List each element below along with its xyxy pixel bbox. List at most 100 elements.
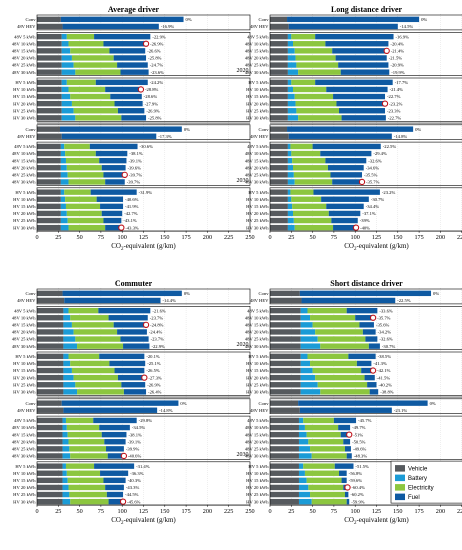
row-label: 48V 10 kWh [12, 425, 36, 430]
row-label: 48V 15 kWh [245, 322, 269, 327]
bar-segment-vehicle [270, 446, 299, 452]
bar-segment-battery [287, 143, 291, 150]
change-label: -56.8% [349, 471, 363, 476]
bar-segment-electricity [317, 382, 368, 388]
row-label: 48V 25 kWh [12, 172, 36, 177]
row-label: 48V 20 kWh [12, 56, 36, 61]
bar-segment-battery [61, 108, 74, 114]
bar-segment-fuel [365, 336, 378, 342]
bar-segment-fuel [362, 329, 376, 335]
bar-row: HV 25 kWh -40.2% [246, 382, 392, 388]
section-2020: Conv 0% 48V HEV -14.5% 48V 5 kWh -16.9% 48V 10… [245, 14, 462, 124]
bar-segment-electricity [71, 322, 114, 328]
bar-segment-vehicle [270, 179, 288, 185]
bar-segment-fuel [288, 133, 392, 139]
bar-segment-electricity [67, 431, 102, 438]
bar-segment-battery [298, 463, 304, 469]
row-label: HV 10 kWh [13, 471, 36, 476]
bar-segment-electricity [67, 217, 104, 224]
bar-segment-battery [298, 453, 312, 459]
bar-row: HV 25 kWh -23.3% [246, 108, 401, 114]
bar-row: HV 10 kWh -36.3% [13, 470, 144, 476]
change-label: -35.5% [364, 172, 378, 177]
row-label: HV 30 kWh [246, 225, 269, 230]
section-2020: Conv 0% 48V HEV -14.4% 48V 5 kWh -21.6% 48V 10… [12, 288, 251, 398]
bar-segment-electricity [292, 203, 327, 210]
row-label: HV 5 kWh [15, 80, 36, 85]
row-label: HV 20 kWh [246, 211, 269, 216]
row-label: 48V 25 kWh [245, 337, 269, 342]
change-label: -14.4% [163, 298, 177, 303]
year-label: 2020 [237, 342, 249, 348]
bar-row: HV 5 kWh -24.2% [15, 79, 163, 86]
bar-segment-electricity [70, 453, 108, 459]
bar-segment-fuel [368, 343, 380, 349]
bar-segment-vehicle [270, 367, 301, 374]
bar-segment-vehicle [270, 55, 288, 61]
x-axis: 0 25 50 75 100 125 150 175 200 225 250 CO2-equivale… [35, 230, 255, 252]
bar-segment-electricity [310, 315, 356, 321]
bar-segment-fuel [106, 446, 124, 452]
change-label: -17.7% [395, 80, 409, 85]
bar-segment-fuel [103, 172, 125, 178]
bar-segment-electricity [66, 165, 102, 171]
bar-segment-battery [300, 353, 308, 360]
change-label: -29.4% [373, 151, 387, 156]
bar-segment-fuel [108, 315, 148, 321]
bar-segment-fuel [328, 210, 361, 217]
bar-row: 48V 30 kWh -40.6% [12, 452, 141, 460]
group-frame [269, 124, 462, 141]
x-axis-title: CO2-equivalent (g/km) [111, 242, 176, 252]
bar-row: HV 30 kWh -40% [246, 224, 370, 231]
bar-segment-electricity [311, 453, 347, 459]
change-label: -30.6% [140, 144, 154, 149]
row-label: HV 25 kWh [246, 108, 269, 113]
change-label: -23.2% [382, 190, 396, 195]
row-label: 48V 5 kWh [14, 308, 36, 313]
bar-segment-electricity [75, 69, 121, 75]
bar-row: 48V 20 kWh -39.1% [12, 439, 141, 445]
bar-segment-vehicle [37, 322, 64, 328]
bar-segment-electricity [68, 224, 106, 231]
bar-segment-vehicle [270, 86, 288, 93]
row-label: HV 15 kWh [13, 478, 36, 483]
bar-row: HV 20 kWh -41.5% [246, 374, 390, 381]
row-label: HV 15 kWh [13, 368, 36, 373]
bar-segment-fuel [104, 439, 126, 445]
bar-segment-vehicle [270, 315, 301, 321]
change-label: -50.5% [352, 439, 366, 444]
row-label: Conv [259, 127, 270, 132]
bar-segment-vehicle [37, 179, 61, 185]
change-label: -22.9% [152, 34, 166, 39]
bar-segment-vehicle [270, 172, 288, 178]
bar-segment-electricity [293, 210, 329, 217]
change-label: -40% [360, 225, 370, 230]
bar-segment-electricity [75, 382, 122, 388]
bar-row: 48V 20 kWh -34.6% [245, 165, 379, 171]
change-label: -34.2% [378, 330, 392, 335]
bar-segment-electricity [68, 307, 99, 314]
bar-segment-fuel [62, 23, 159, 30]
row-label: HV 20 kWh [13, 101, 36, 106]
change-label: -28.8% [145, 87, 159, 92]
row-label: 48V 25 kWh [245, 446, 269, 451]
bar-segment-fuel [105, 484, 124, 491]
bar-segment-fuel [332, 179, 363, 185]
bar-segment-battery [287, 115, 299, 121]
bar-row: HV 20 kWh -23.2% [246, 100, 403, 107]
bar-row: 48V 20 kWh -24.4% [12, 329, 162, 335]
change-label: -26.5% [146, 368, 160, 373]
bar-segment-electricity [304, 424, 339, 431]
bar-segment-electricity [320, 343, 369, 349]
bar-segment-vehicle [37, 224, 61, 231]
row-label: 48V HEV [17, 408, 36, 413]
bar-segment-battery [63, 374, 74, 381]
bar-segment-vehicle [37, 484, 63, 491]
bar-segment-fuel [103, 217, 122, 224]
bar-segment-battery [60, 203, 66, 210]
row-label: HV 25 kWh [246, 382, 269, 387]
bar-segment-vehicle [37, 353, 64, 360]
x-tick-label: 50 [310, 508, 316, 515]
change-label: -37.1% [362, 211, 376, 216]
